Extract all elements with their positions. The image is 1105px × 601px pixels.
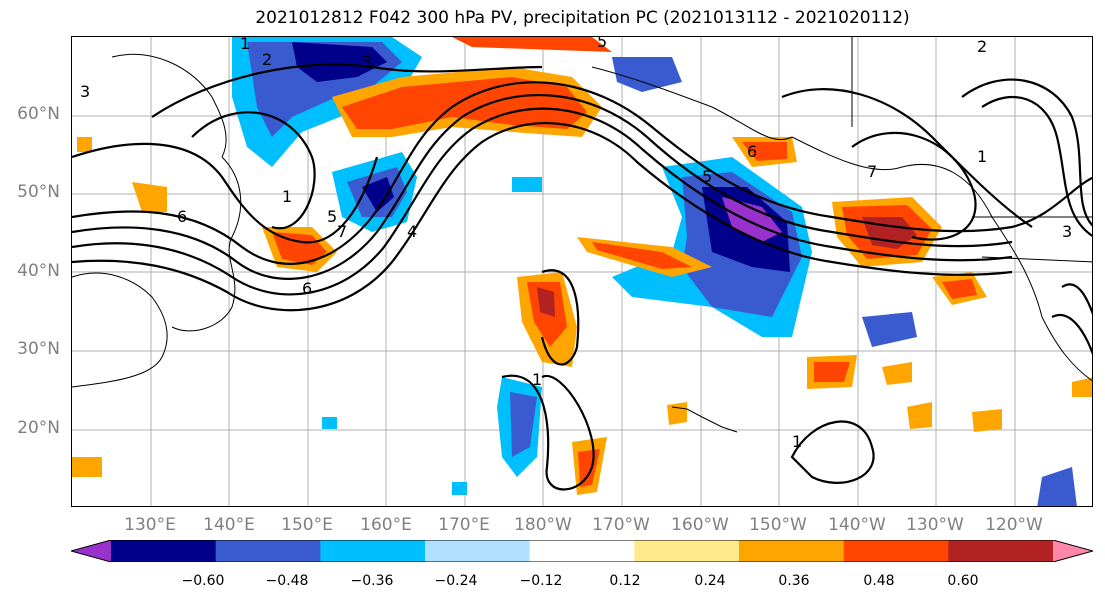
colorbar-segment (111, 540, 217, 562)
colorbar (69, 539, 1095, 563)
contour-label: 6 (177, 207, 187, 226)
colorbar-segment (739, 540, 845, 562)
colorbar-canvas (69, 539, 1095, 563)
pv-contours (72, 63, 1092, 491)
map-panel: 1 2 3 5 6 7 4 1 1 1 6 7 1 5 3 6 2 3 5 (71, 36, 1093, 507)
colorbar-segment (529, 540, 635, 562)
plot-title: 2021012812 F042 300 hPa PV, precipitatio… (255, 8, 910, 28)
colorbar-segment (843, 540, 949, 562)
lat-label-50n: 50°N (17, 182, 60, 202)
contour-label: 3 (1062, 222, 1072, 241)
contour-labels: 1 2 3 5 6 7 4 1 1 1 6 7 1 5 3 6 2 3 5 (80, 37, 1072, 451)
lon-label-170e: 170°E (438, 515, 490, 535)
colorbar-segment (71, 540, 111, 562)
lon-label-160e: 160°E (360, 515, 412, 535)
contour-label: 2 (262, 50, 272, 69)
contour-label: 1 (792, 432, 802, 451)
colorbar-tick: 0.24 (694, 573, 726, 589)
coastlines (72, 37, 1092, 433)
contour-label: 2 (977, 37, 987, 56)
contour-label: 6 (302, 279, 312, 298)
lat-label-20n: 20°N (17, 418, 60, 438)
lon-label-130e: 130°E (124, 515, 176, 535)
colorbar-segment (1053, 540, 1093, 562)
contour-label: 3 (362, 52, 372, 71)
lon-label-180w: 180°W (514, 515, 572, 535)
contour-label: 5 (327, 207, 337, 226)
contour-label: 1 (282, 187, 292, 206)
contour-label: 4 (407, 222, 417, 241)
lon-label-170w: 170°W (592, 515, 650, 535)
contour-label: 1 (532, 370, 542, 389)
colorbar-tick: 0.36 (778, 573, 810, 589)
colorbar-segment (634, 540, 740, 562)
colorbar-segment (948, 540, 1054, 562)
colorbar-tick: 0.48 (863, 573, 895, 589)
lat-label-40n: 40°N (17, 261, 60, 281)
colorbar-tick: −0.12 (519, 573, 563, 589)
map-canvas: 1 2 3 5 6 7 4 1 1 1 6 7 1 5 3 6 2 3 5 (72, 37, 1092, 506)
lat-label-30n: 30°N (17, 339, 60, 359)
colorbar-tick: −0.36 (350, 573, 394, 589)
colorbar-tick: 0.60 (947, 573, 979, 589)
colorbar-segment (215, 540, 321, 562)
contour-label: 1 (977, 147, 987, 166)
lon-label-160w: 160°W (671, 515, 729, 535)
colorbar-tick: 0.12 (609, 573, 641, 589)
colorbar-segment (320, 540, 426, 562)
contour-label: 7 (337, 222, 347, 241)
contour-label: 5 (702, 167, 712, 186)
contour-label: 7 (867, 162, 877, 181)
colorbar-tick: −0.24 (434, 573, 478, 589)
colorbar-segment (425, 540, 531, 562)
lon-label-150w: 150°W (749, 515, 807, 535)
contour-label: 3 (80, 82, 90, 101)
lon-label-150e: 150°E (281, 515, 333, 535)
lon-label-140e: 140°E (203, 515, 255, 535)
colorbar-tick: −0.60 (181, 573, 225, 589)
colorbar-tick: −0.48 (265, 573, 309, 589)
lat-label-60n: 60°N (17, 104, 60, 124)
contour-label: 6 (747, 142, 757, 161)
positive-precip-shading (72, 37, 1092, 495)
contour-label: 1 (240, 37, 250, 53)
lon-label-130w: 130°W (906, 515, 964, 535)
lon-label-120w: 120°W (985, 515, 1043, 535)
contour-label: 5 (597, 37, 607, 51)
lon-label-140w: 140°W (828, 515, 886, 535)
